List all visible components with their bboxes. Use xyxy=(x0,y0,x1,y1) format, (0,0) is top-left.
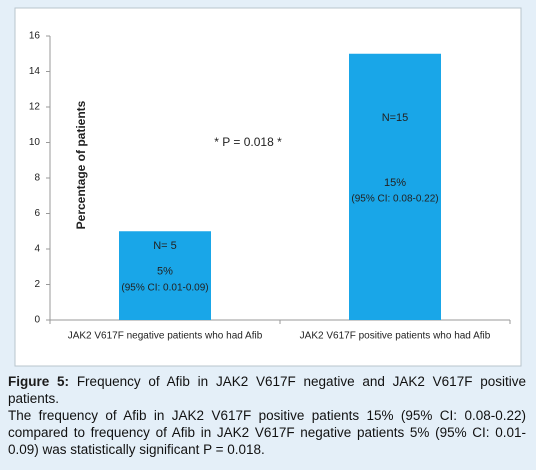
x-tick-label: JAK2 V617F positive patients who had Afi… xyxy=(300,331,491,342)
chart: Percentage of patients * P = 0.018 * 0 2 4… xyxy=(14,7,522,367)
sample-label: N=15 xyxy=(382,112,409,124)
value-label: 15% xyxy=(384,177,406,189)
caption: Figure 5: Frequency of Afib in JAK2 V617… xyxy=(8,373,526,458)
x-tick-label: JAK2 V617F negative patients who had Afi… xyxy=(68,331,263,342)
y-tick-label: 2 xyxy=(34,279,40,290)
caption-label: Figure 5: xyxy=(8,374,70,389)
y-tick-label: 16 xyxy=(29,31,41,42)
y-tick-label: 10 xyxy=(29,137,41,148)
caption-text: The frequency of Afib in JAK2 V617F posi… xyxy=(8,408,526,457)
caption-title: Frequency of Afib in JAK2 V617F negative… xyxy=(8,374,526,406)
y-tick-label: 4 xyxy=(34,244,40,255)
y-tick-label: 14 xyxy=(29,66,41,77)
y-tick-label: 8 xyxy=(34,173,40,184)
chart-frame xyxy=(14,7,522,367)
bar xyxy=(349,53,441,320)
ci-label: (95% CI: 0.01-0.09) xyxy=(121,282,208,293)
sample-label: N= 5 xyxy=(153,240,177,252)
annotation: * P = 0.018 * xyxy=(214,135,282,149)
ci-label: (95% CI: 0.08-0.22) xyxy=(351,194,438,205)
y-tick-label: 6 xyxy=(34,208,40,219)
y-axis-title: Percentage of patients xyxy=(74,100,88,229)
value-label: 5% xyxy=(157,266,173,278)
bar xyxy=(119,231,211,320)
y-tick-label: 0 xyxy=(34,315,40,326)
y-tick-label: 12 xyxy=(29,102,41,113)
caption-title-line: Figure 5: Frequency of Afib in JAK2 V617… xyxy=(8,373,526,407)
